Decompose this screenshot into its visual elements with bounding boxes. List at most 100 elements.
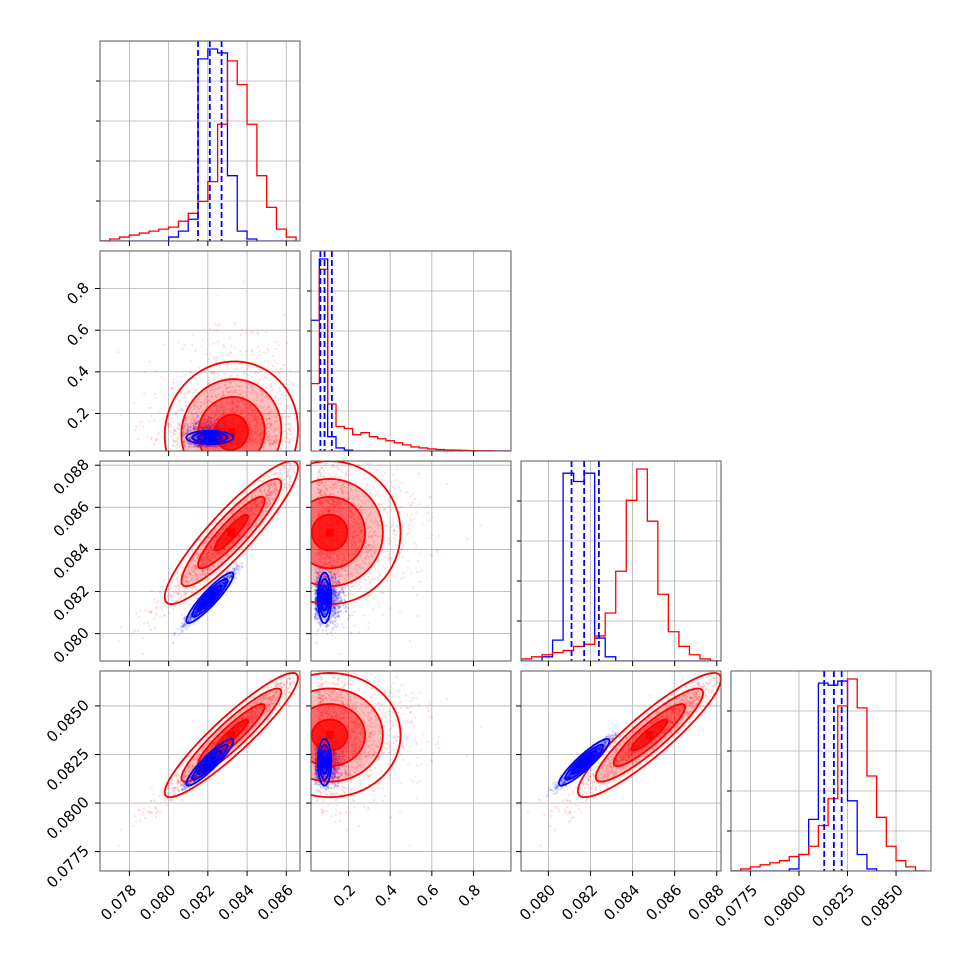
scatter-point	[246, 407, 250, 410]
scatter-point	[210, 417, 213, 420]
scatter-point	[192, 421, 195, 424]
scatter-point	[248, 425, 251, 428]
scatter-point	[240, 410, 243, 413]
scatter-point	[259, 425, 262, 428]
scatter-point	[265, 434, 269, 437]
scatter-point	[282, 394, 285, 398]
scatter-point	[235, 384, 238, 387]
scatter-point	[230, 389, 233, 392]
scatter-point	[231, 407, 235, 410]
scatter-point	[253, 432, 256, 435]
scatter-point	[167, 422, 170, 426]
scatter-point	[283, 417, 286, 420]
scatter-point	[188, 371, 191, 374]
scatter-point	[277, 344, 280, 347]
scatter-point	[250, 385, 253, 388]
scatter-point	[288, 422, 292, 425]
scatter-point	[176, 413, 179, 416]
scatter-point	[207, 419, 210, 422]
scatter-point	[254, 425, 258, 428]
scatter-point	[209, 426, 212, 430]
scatter-point	[277, 402, 280, 405]
scatter-point	[194, 411, 198, 415]
scatter-point	[224, 384, 227, 387]
scatter-point	[212, 370, 215, 373]
scatter-point	[214, 377, 217, 380]
scatter-point	[186, 431, 189, 434]
scatter-point	[251, 390, 254, 393]
scatter-point	[191, 343, 194, 346]
scatter-point	[250, 330, 253, 333]
scatter-point	[133, 429, 136, 432]
scatter-point	[175, 432, 178, 436]
scatter-point	[147, 420, 150, 423]
scatter-point	[210, 427, 213, 430]
scatter-point	[263, 409, 266, 412]
scatter-point	[274, 347, 277, 351]
scatter-point	[252, 440, 255, 444]
scatter-point	[269, 442, 272, 446]
scatter-point	[257, 417, 260, 420]
scatter-point	[317, 439, 319, 441]
scatter-point	[276, 435, 279, 438]
scatter-point	[271, 389, 274, 392]
scatter-point	[275, 391, 279, 394]
scatter-point	[257, 429, 260, 432]
scatter-point	[249, 419, 252, 422]
scatter-point	[260, 418, 263, 421]
scatter-point	[265, 377, 268, 380]
scatter-point	[250, 434, 254, 437]
scatter-point	[183, 425, 187, 428]
scatter-point	[247, 441, 250, 444]
scatter-point	[280, 418, 284, 421]
scatter-point	[254, 370, 257, 373]
scatter-point	[172, 426, 175, 429]
scatter-point	[215, 418, 219, 421]
scatter-point	[229, 351, 232, 354]
scatter-point	[246, 402, 249, 405]
scatter-point	[185, 429, 188, 432]
scatter-point	[195, 382, 199, 385]
scatter-point	[228, 408, 231, 411]
scatter-point	[208, 376, 211, 379]
scatter-point	[268, 361, 271, 364]
scatter-point	[194, 423, 197, 426]
scatter-point	[244, 391, 247, 394]
scatter-point	[230, 381, 233, 384]
scatter-point	[182, 408, 185, 412]
scatter-point	[274, 415, 277, 418]
scatter-point	[231, 401, 234, 405]
scatter-point	[251, 332, 254, 335]
scatter-point	[234, 402, 237, 405]
scatter-point	[222, 412, 225, 415]
scatter-point	[177, 439, 180, 442]
scatter-point	[132, 630, 135, 634]
scatter-point	[225, 386, 228, 390]
scatter-point	[263, 441, 266, 444]
scatter-point	[260, 439, 263, 442]
scatter-point	[223, 358, 226, 361]
scatter-point	[253, 424, 256, 427]
scatter-point	[215, 418, 218, 421]
scatter-point	[337, 415, 339, 417]
scatter-point	[154, 439, 157, 442]
scatter-point	[170, 435, 173, 438]
scatter-point	[191, 422, 194, 425]
scatter-point	[248, 428, 251, 431]
scatter-point	[189, 442, 192, 445]
scatter-point	[283, 314, 286, 317]
scatter-point	[272, 364, 275, 368]
scatter-point	[254, 430, 258, 434]
scatter-point	[215, 329, 218, 332]
scatter-point	[245, 405, 248, 408]
scatter-point	[304, 386, 306, 388]
scatter-point	[293, 458, 295, 460]
scatter-point	[293, 413, 296, 416]
scatter-point	[281, 432, 284, 435]
scatter-point	[272, 424, 276, 428]
scatter-point	[202, 409, 205, 412]
scatter-point	[170, 387, 173, 390]
scatter-point	[212, 342, 215, 345]
scatter-point	[203, 588, 206, 591]
scatter-point	[266, 397, 269, 401]
